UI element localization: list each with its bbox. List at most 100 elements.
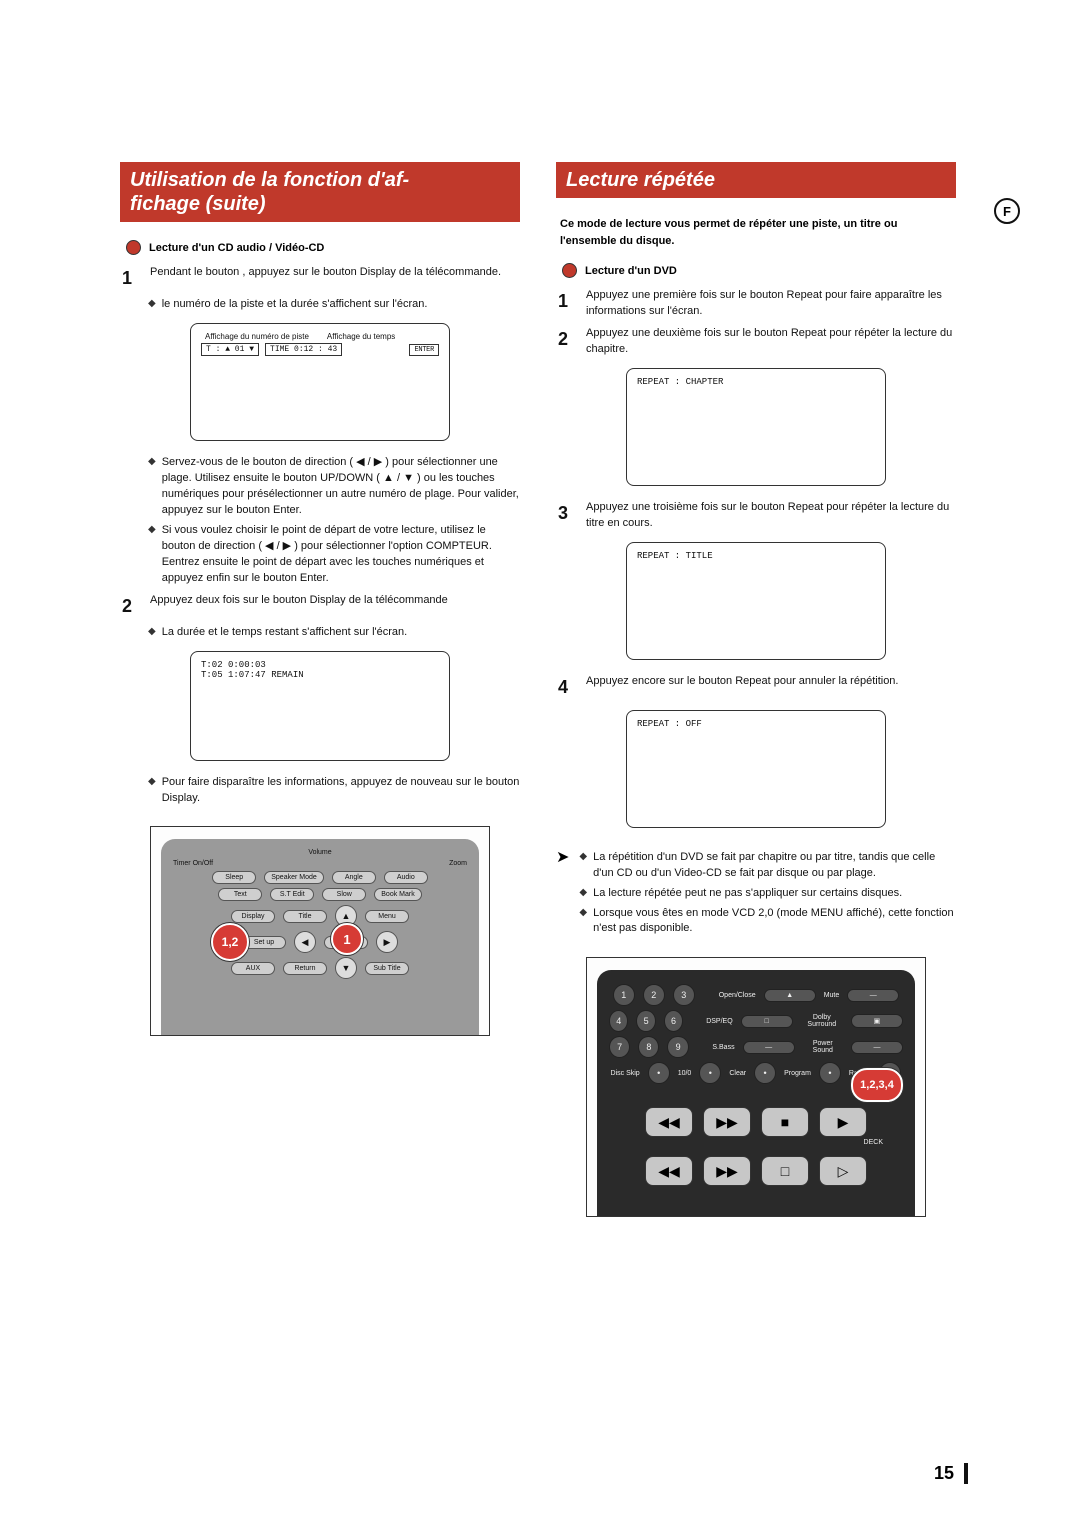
remote-aux-button[interactable]: AUX [231,962,275,975]
left-sub2b: ◆ Pour faire disparaître les information… [148,775,520,807]
screen2-line2: T:05 1:07:47 REMAIN [201,670,439,680]
left-title: Utilisation de la fonction d'af- fichage… [120,162,520,222]
diamond-icon: ◆ [148,625,156,641]
diamond-icon: ◆ [148,297,156,313]
left-sub1a-text: le numéro de la piste et la durée s'affi… [162,297,428,313]
remote-powersound-button[interactable]: — [851,1041,903,1054]
right-intro: Ce mode de lecture vous permet de répéte… [560,216,952,249]
remote-stedit-button[interactable]: S.T Edit [270,888,314,901]
page-number: 15 [934,1463,968,1484]
remote-right-button[interactable]: ▶ [376,931,398,953]
right-note1-text: La répétition d'un DVD se fait par chapi… [593,850,956,882]
right-remote-body: 1 2 3 Open/Close ▲ Mute — 4 5 6 [597,970,915,1216]
remote-sbass-label: S.Bass [712,1044,734,1051]
remote-key-6[interactable]: 6 [664,1010,683,1032]
remote-ff-button[interactable]: ▶▶ [703,1107,751,1137]
remote-key-1[interactable]: 1 [613,984,635,1006]
right-step-4: 4 Appuyez encore sur le bouton Repeat po… [558,674,956,700]
screen1-caption2: Affichage du temps [327,332,395,341]
remote-mute-button[interactable]: — [847,989,899,1002]
remote-sleep-button[interactable]: Sleep [212,871,256,884]
remote-speaker-button[interactable]: Speaker Mode [264,871,324,884]
remote-down-button[interactable]: ▼ [335,957,357,979]
remote-menu-button[interactable]: Menu [365,910,409,923]
remote-key-9[interactable]: 9 [667,1036,688,1058]
remote-left-button[interactable]: ◀ [294,931,316,953]
left-sub1c: ◆ Si vous voulez choisir le point de dép… [148,523,520,587]
remote-text-button[interactable]: Text [218,888,262,901]
left-section-label: Lecture d'un CD audio / Vidéo-CD [149,242,324,254]
remote-volume-label: Volume [173,849,467,856]
remote-key-4[interactable]: 4 [609,1010,628,1032]
remote-deck-ff-button[interactable]: ▶▶ [703,1156,751,1186]
left-remote-highlight-12: 1,2 [211,923,249,961]
remote-deck-stop-button[interactable]: □ [761,1156,809,1186]
right-title: Lecture répétée [556,162,956,198]
remote-title-button[interactable]: Title [283,910,327,923]
remote-play-button[interactable]: ▶ [819,1107,867,1137]
remote-zoom-label: Zoom [449,860,467,867]
left-remote-body: Volume Timer On/Off Zoom Sleep Speaker M… [161,839,479,1035]
remote-angle-button[interactable]: Angle [332,871,376,884]
remote-key-2[interactable]: 2 [643,984,665,1006]
remote-display-button[interactable]: Display [231,910,275,923]
remote-openclose-button[interactable]: ▲ [764,989,816,1002]
remote-clear-button[interactable]: • [754,1062,776,1084]
right-step-1: 1 Appuyez une première fois sur le bouto… [558,288,956,320]
right-note2: ◆ La lecture répétée peut ne pas s'appli… [579,886,956,902]
left-title-line1: Utilisation de la fonction d'af- [130,168,510,192]
left-sub1c-text: Si vous voulez choisir le point de dépar… [162,523,520,587]
remote-timer-label: Timer On/Off [173,860,213,867]
left-remote-figure: Volume Timer On/Off Zoom Sleep Speaker M… [150,826,490,1036]
remote-bookmark-button[interactable]: Book Mark [374,888,421,901]
remote-deck-play-button[interactable]: ▷ [819,1156,867,1186]
remote-key-5[interactable]: 5 [636,1010,655,1032]
remote-key-3[interactable]: 3 [673,984,695,1006]
remote-deck-label: DECK [609,1139,883,1146]
remote-return-button[interactable]: Return [283,962,327,975]
remote-discskip-button[interactable]: • [648,1062,670,1084]
language-marker: F [994,198,1020,224]
right-note3-text: Lorsque vous êtes en mode VCD 2,0 (mode … [593,906,956,938]
content-columns: Utilisation de la fonction d'af- fichage… [120,162,960,1217]
step-number: 2 [558,326,576,358]
remote-dspeq-button[interactable]: □ [741,1015,793,1028]
left-title-line2: fichage (suite) [130,192,510,216]
remote-subtitle-button[interactable]: Sub Title [365,962,409,975]
remote-sbass-button[interactable]: — [743,1041,795,1054]
right-step-3: 3 Appuyez une troisième fois sur le bout… [558,500,956,532]
remote-ten-label: 10/0 [678,1070,692,1077]
remote-rewind-button[interactable]: ◀◀ [645,1107,693,1137]
right-screen4: REPEAT : OFF [626,710,886,828]
remote-dspeq-label: DSP/EQ [706,1018,732,1025]
left-column: Utilisation de la fonction d'af- fichage… [120,162,520,1217]
screen2-line1: T:02 0:00:03 [201,660,439,670]
remote-key-8[interactable]: 8 [638,1036,659,1058]
remote-dvdcd-label: DVD/CD [609,1090,883,1097]
left-sub1a: ◆ le numéro de la piste et la durée s'af… [148,297,520,313]
remote-clear-label: Clear [729,1070,746,1077]
remote-audio-button[interactable]: Audio [384,871,428,884]
screen1-cell-track: T : ▲ 01 ▼ [201,343,259,356]
note-arrow-icon: ➤ [556,846,569,938]
screen-title-line: REPEAT : TITLE [637,551,875,561]
left-sub2a: ◆ La durée et le temps restant s'affiche… [148,625,520,641]
remote-program-button[interactable]: • [819,1062,841,1084]
remote-program-label: Program [784,1070,811,1077]
remote-key-10[interactable]: • [699,1062,721,1084]
left-section-heading: Lecture d'un CD audio / Vidéo-CD [126,240,520,255]
left-sub2b-text: Pour faire disparaître les informations,… [162,775,520,807]
remote-key-7[interactable]: 7 [609,1036,630,1058]
remote-discskip-label: Disc Skip [611,1070,640,1077]
right-section-label: Lecture d'un DVD [585,265,677,277]
right-note3: ◆ Lorsque vous êtes en mode VCD 2,0 (mod… [579,906,956,938]
remote-slow-button[interactable]: Slow [322,888,366,901]
remote-dolby-label: Dolby Surround [801,1014,843,1028]
remote-deck-rewind-button[interactable]: ◀◀ [645,1156,693,1186]
remote-dolby-button[interactable]: ▣ [851,1014,903,1028]
diamond-icon: ◆ [579,850,587,882]
left-step-1: 1 Pendant le bouton , appuyez sur le bou… [122,265,520,291]
remote-stop-button[interactable]: ■ [761,1107,809,1137]
screen-off-line: REPEAT : OFF [637,719,875,729]
right-step1-text: Appuyez une première fois sur le bouton … [586,288,956,320]
